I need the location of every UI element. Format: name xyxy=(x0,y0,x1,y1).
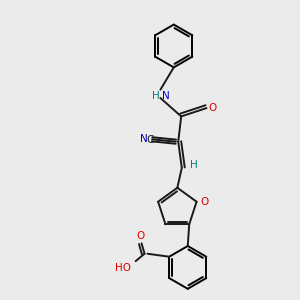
Text: N: N xyxy=(140,134,147,144)
Text: H: H xyxy=(152,91,160,101)
Text: O: O xyxy=(208,103,217,113)
Text: C: C xyxy=(146,136,154,146)
Text: N: N xyxy=(162,91,169,101)
Text: HO: HO xyxy=(116,263,131,273)
Text: H: H xyxy=(190,160,198,170)
Text: O: O xyxy=(200,197,208,207)
Text: O: O xyxy=(136,231,145,241)
